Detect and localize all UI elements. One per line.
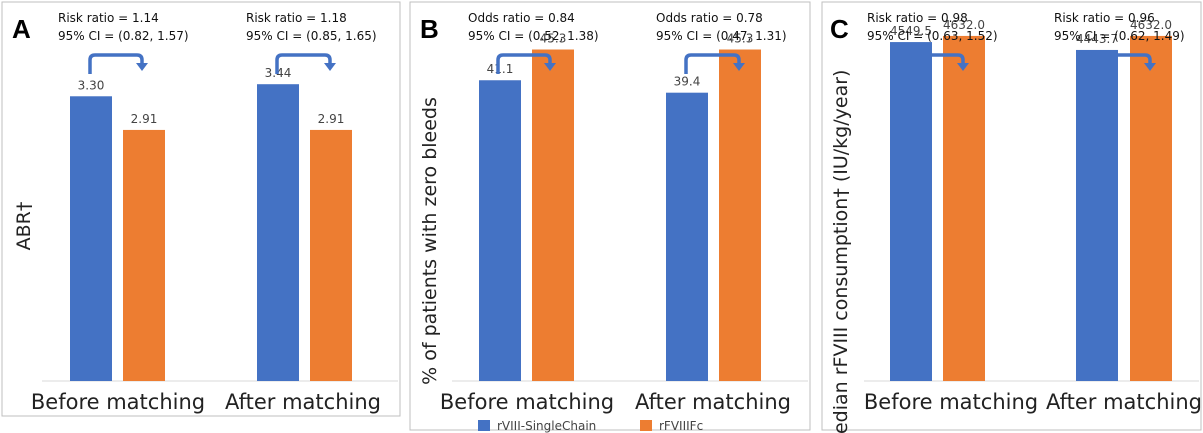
panel-b-stat-before-ratio: Odds ratio = 0.84 <box>468 11 575 25</box>
panel-b-category-before: Before matching <box>440 390 614 414</box>
data-label-before-series2: 4632.0 <box>943 18 985 32</box>
panel-b-bars: 41.1 45.3 39.4 45.3 <box>479 32 761 382</box>
data-label-before-series1: 41.1 <box>487 62 514 76</box>
panel-b-arrowhead-before-icon <box>544 63 556 71</box>
panel-b-arrow-before-icon <box>496 53 552 74</box>
panel-c-arrowhead-after-icon <box>1144 63 1156 71</box>
panel-a-category-before: Before matching <box>31 390 205 414</box>
panel-c: C Median rFVIII consumption† (IU/kg/year… <box>821 1 1202 433</box>
data-label-after-series2: 45.3 <box>727 32 754 46</box>
bar-after-series2 <box>1130 35 1172 382</box>
data-label-after-series1: 4443.7 <box>1076 32 1118 46</box>
legend-swatch-series1 <box>478 420 490 431</box>
panel-c-stat-after-ratio: Risk ratio = 0.96 <box>1054 11 1155 25</box>
panel-b-ylabel: % of patients with zero bleeds <box>419 97 441 385</box>
legend-swatch-series2 <box>640 420 652 431</box>
bar-after-series2 <box>719 49 761 381</box>
data-label-before-series2: 45.3 <box>540 32 567 46</box>
panel-c-letter: C <box>830 14 849 44</box>
data-label-after-series2: 2.91 <box>318 112 345 126</box>
panel-a-letter: A <box>12 14 31 44</box>
panel-c-category-after: After matching <box>1046 390 1202 414</box>
panel-b: B % of patients with zero bleeds 41.1 45.… <box>409 1 811 433</box>
data-label-before-series1: 4549.5 <box>890 24 932 38</box>
bar-before-series1 <box>479 80 521 381</box>
bar-after-series1 <box>666 92 708 382</box>
data-label-before-series1: 3.30 <box>78 78 105 92</box>
panel-a-arrowhead-before-icon <box>136 63 148 71</box>
panel-a-frame <box>1 1 401 417</box>
bar-after-series1 <box>1076 49 1118 381</box>
panel-b-arrowhead-after-icon <box>733 63 745 71</box>
panel-a-arrowhead-after-icon <box>324 63 336 71</box>
panel-b-category-after: After matching <box>635 390 791 414</box>
panel-a-stat-before-ci: 95% CI = (0.82, 1.57) <box>58 29 189 43</box>
panel-a-arrow-after-icon <box>275 53 332 74</box>
panel-a: A ABR† 3.302.913.442.91 Before matching … <box>1 1 401 417</box>
panel-b-frame <box>409 1 811 431</box>
panel-c-arrow-before-icon <box>907 53 965 74</box>
panel-a-ylabel: ABR† <box>13 202 35 251</box>
panel-c-category-before: Before matching <box>864 390 1038 414</box>
panel-c-arrowhead-before-icon <box>957 63 969 71</box>
bar-before-series2 <box>123 129 165 381</box>
panel-c-stat-before-ratio: Risk ratio = 0.98 <box>867 11 968 25</box>
panel-c-ylabel: Median rFVIII consumption† (IU/kg/year) <box>830 70 852 433</box>
data-label-after-series1: 39.4 <box>674 75 701 89</box>
panel-c-frame <box>821 1 1202 431</box>
panel-b-stat-after-ratio: Odds ratio = 0.78 <box>656 11 763 25</box>
panel-c-stat-before-ci: 95% CI = (0.63, 1.52) <box>867 29 998 43</box>
panel-a-category-after: After matching <box>225 390 381 414</box>
legend-label-series1: rVIII-SingleChain <box>497 419 596 433</box>
bar-before-series2 <box>943 35 985 382</box>
panel-c-arrow-after-icon <box>1093 53 1152 74</box>
bar-after-series1 <box>257 84 299 381</box>
legend-label-series2: rFVIIIFc <box>659 419 703 433</box>
panel-b-stat-after-ci: 95% CI = (0.47, 1.31) <box>656 29 787 43</box>
panel-a-arrow-before-icon <box>88 53 144 74</box>
panel-b-stat-before-ci: 95% CI = (0.52, 1.38) <box>468 29 599 43</box>
bar-after-series2 <box>310 129 352 381</box>
data-label-before-series2: 2.91 <box>131 112 158 126</box>
panel-b-arrow-after-icon <box>684 53 741 74</box>
panel-a-bars: 3.302.913.442.91 <box>70 66 352 382</box>
data-label-after-series2: 4632.0 <box>1130 18 1172 32</box>
panel-c-bars: 4549.5 4632.0 4443.7 4632.0 <box>890 18 1172 382</box>
bar-before-series1 <box>70 96 112 382</box>
panel-a-stat-after-ratio: Risk ratio = 1.18 <box>246 11 347 25</box>
panel-a-stat-before-ratio: Risk ratio = 1.14 <box>58 11 159 25</box>
panel-b-letter: B <box>420 14 439 44</box>
bar-before-series2 <box>532 49 574 381</box>
panel-c-stat-after-ci: 95% CI = (0.62, 1.49) <box>1054 29 1185 43</box>
bar-before-series1 <box>890 42 932 382</box>
panel-a-stat-after-ci: 95% CI = (0.85, 1.65) <box>246 29 377 43</box>
